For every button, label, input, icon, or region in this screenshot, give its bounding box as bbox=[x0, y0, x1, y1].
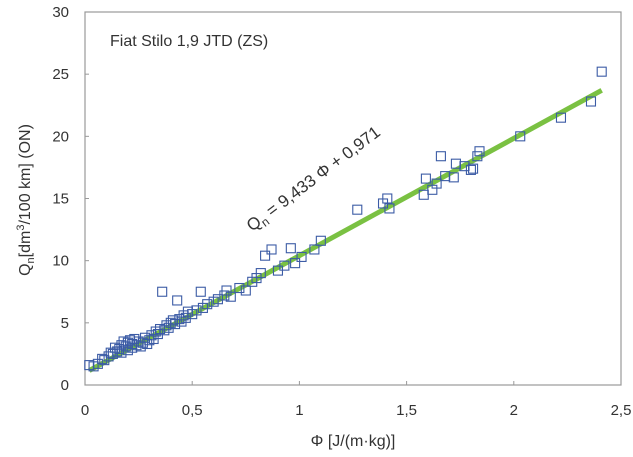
data-point bbox=[474, 146, 485, 157]
data-point bbox=[435, 151, 446, 162]
data-point bbox=[279, 260, 290, 271]
x-tick-label: 0 bbox=[81, 402, 89, 419]
data-point bbox=[180, 312, 191, 323]
y-axis-ticks: 0 5 10 15 20 25 30 bbox=[52, 4, 89, 394]
x-tick-label: 0,5 bbox=[182, 402, 203, 419]
data-points bbox=[84, 66, 607, 372]
data-point bbox=[285, 243, 296, 254]
y-axis-title: Qn[dm3/100 km] (ON) bbox=[15, 124, 37, 276]
data-point bbox=[290, 258, 301, 269]
data-point bbox=[240, 285, 251, 296]
data-point bbox=[596, 66, 607, 77]
x-axis-title: Φ [J/(m·kg)] bbox=[311, 433, 396, 450]
chart-title: Fiat Stilo 1,9 JTD (ZS) bbox=[110, 33, 268, 50]
x-axis-ticks: 0 0,5 1 1,5 2 2,5 bbox=[81, 381, 632, 419]
y-axis-title-q: Q bbox=[17, 263, 34, 275]
data-point bbox=[157, 286, 168, 297]
data-point bbox=[431, 178, 442, 189]
x-tick-label: 2,5 bbox=[611, 402, 632, 419]
data-point bbox=[309, 244, 320, 255]
x-tick-label: 2 bbox=[510, 402, 518, 419]
y-axis-title-rest: /100 km] (ON) bbox=[17, 124, 34, 224]
data-point bbox=[266, 244, 277, 255]
y-tick-label: 25 bbox=[52, 66, 69, 83]
y-tick-label: 0 bbox=[61, 377, 69, 394]
data-point bbox=[195, 286, 206, 297]
y-tick-label: 15 bbox=[52, 191, 69, 208]
y-tick-label: 20 bbox=[52, 128, 69, 145]
data-point bbox=[260, 250, 271, 261]
data-point bbox=[382, 193, 393, 204]
data-point bbox=[384, 203, 395, 214]
data-point bbox=[97, 353, 108, 364]
x-tick-label: 1 bbox=[295, 402, 303, 419]
data-point bbox=[315, 235, 326, 246]
y-tick-label: 5 bbox=[61, 315, 69, 332]
data-point bbox=[255, 268, 266, 279]
data-point bbox=[234, 282, 245, 294]
data-point bbox=[191, 305, 202, 316]
data-point bbox=[296, 251, 307, 262]
x-tick-label: 1,5 bbox=[396, 402, 417, 419]
data-point bbox=[420, 173, 431, 184]
data-point bbox=[515, 131, 526, 142]
fit-equation-rest: = 9,433 Φ + 0,971 bbox=[259, 122, 384, 223]
data-point bbox=[585, 96, 597, 107]
data-point bbox=[448, 172, 459, 183]
data-point bbox=[172, 295, 183, 306]
data-point bbox=[225, 291, 236, 302]
data-point bbox=[468, 163, 479, 174]
data-point bbox=[465, 164, 476, 175]
y-axis-title-sub: n bbox=[25, 257, 37, 263]
y-axis-title-sup: 3 bbox=[15, 225, 27, 231]
y-tick-label: 10 bbox=[52, 253, 69, 270]
data-point bbox=[202, 299, 213, 310]
data-point bbox=[212, 294, 223, 305]
data-point bbox=[555, 112, 567, 123]
y-axis-title-main: [dm bbox=[17, 231, 34, 258]
y-tick-label: 30 bbox=[52, 4, 69, 21]
data-point bbox=[352, 204, 363, 215]
